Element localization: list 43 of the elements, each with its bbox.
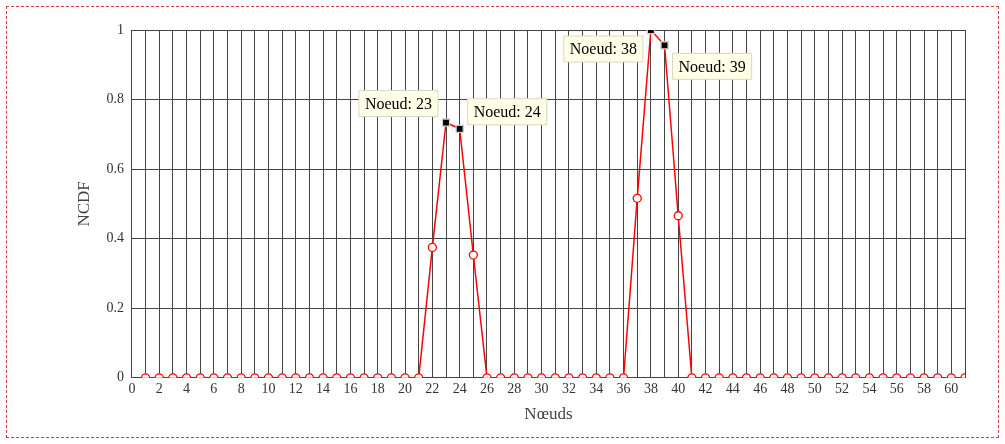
- y-tick-label: 0.6: [106, 160, 124, 176]
- y-axis-title: NCDF: [73, 181, 93, 227]
- y-tick-label: 1: [116, 21, 124, 37]
- x-tick-label: 28: [507, 380, 522, 396]
- x-axis-title: Nœuds: [524, 404, 573, 424]
- annotation: Noeud: 24: [473, 102, 541, 120]
- x-tick-label: 48: [780, 380, 795, 396]
- annotation: Noeud: 23: [364, 94, 433, 112]
- x-tick-label: 30: [534, 380, 549, 396]
- x-tick-label: 44: [725, 380, 740, 396]
- x-tick-label: 12: [288, 380, 303, 396]
- x-tick-label: 60: [944, 380, 959, 396]
- x-tick-label: 0: [128, 380, 136, 396]
- x-tick-label: 14: [316, 380, 331, 396]
- x-tick-label: 10: [261, 380, 276, 396]
- x-tick-label: 20: [398, 380, 413, 396]
- annotation: Noeud: 39: [678, 57, 746, 75]
- x-tick-label: 2: [155, 380, 163, 396]
- x-tick-label: 42: [698, 380, 713, 396]
- annotation: Noeud: 38: [569, 40, 637, 58]
- y-tick-label: 0.4: [106, 230, 124, 246]
- x-tick-label: 4: [183, 380, 191, 396]
- x-tick-label: 58: [917, 380, 932, 396]
- y-tick-label: 0.8: [106, 91, 124, 107]
- x-tick-label: 46: [753, 380, 768, 396]
- x-tick-label: 38: [643, 380, 658, 396]
- x-tick-label: 54: [862, 380, 877, 396]
- x-tick-label: 32: [561, 380, 576, 396]
- x-tick-label: 16: [343, 380, 358, 396]
- y-tick-label: 0: [116, 369, 124, 385]
- x-tick-label: 22: [425, 380, 440, 396]
- x-tick-label: 36: [616, 380, 631, 396]
- x-tick-label: 6: [210, 380, 218, 396]
- x-tick-label: 52: [835, 380, 850, 396]
- x-tick-label: 18: [370, 380, 385, 396]
- y-tick-label: 0.2: [106, 299, 124, 315]
- x-tick-label: 50: [807, 380, 822, 396]
- x-tick-label: 34: [589, 380, 604, 396]
- x-tick-label: 8: [237, 380, 245, 396]
- x-tick-label: 24: [452, 380, 467, 396]
- x-tick-label: 26: [479, 380, 494, 396]
- x-tick-label: 40: [671, 380, 686, 396]
- x-tick-label: 56: [889, 380, 904, 396]
